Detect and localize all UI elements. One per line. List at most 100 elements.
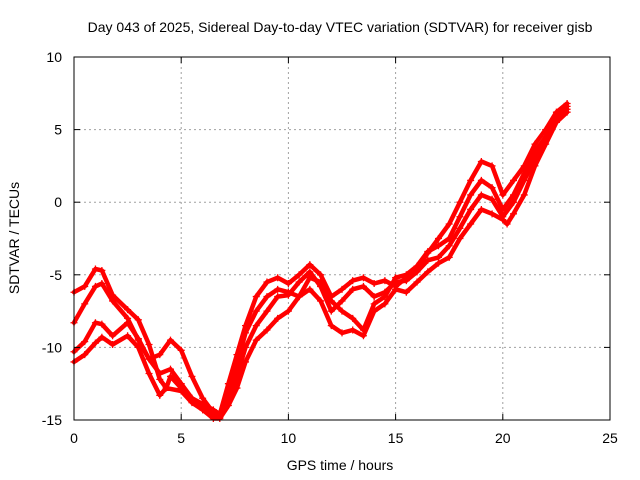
data-point-plus xyxy=(306,268,314,276)
data-point-plus xyxy=(91,319,99,327)
data-point-plus xyxy=(552,118,560,126)
data-point-plus xyxy=(317,297,325,305)
data-point-plus xyxy=(224,401,232,409)
data-point-plus xyxy=(124,319,132,327)
data-point-plus xyxy=(381,277,389,285)
data-point-plus xyxy=(284,280,292,288)
data-point-plus xyxy=(456,235,464,242)
data-point-plus xyxy=(520,191,528,199)
data-point-plus xyxy=(166,372,174,380)
data-point-plus xyxy=(263,293,271,301)
data-marks xyxy=(70,99,571,423)
data-point-plus xyxy=(263,326,271,334)
data-point-plus xyxy=(252,322,260,330)
x-axis-label: GPS time / hours xyxy=(287,457,394,473)
data-point-plus xyxy=(359,274,367,282)
data-point-plus xyxy=(488,210,496,218)
data-point-plus xyxy=(91,265,99,273)
data-point-plus xyxy=(424,256,432,264)
series-track-2 xyxy=(70,102,571,421)
data-point-plus xyxy=(370,307,378,315)
data-point-plus xyxy=(98,333,106,341)
data-point-plus xyxy=(392,285,400,293)
data-point-plus xyxy=(284,307,292,315)
data-point-plus xyxy=(81,338,89,346)
data-point-plus xyxy=(199,406,207,414)
data-point-plus xyxy=(499,216,507,224)
data-point-plus xyxy=(445,242,453,250)
data-point-plus xyxy=(338,329,346,337)
data-point-plus xyxy=(295,278,303,286)
data-point-plus xyxy=(162,384,170,392)
data-point-plus xyxy=(252,307,260,315)
data-point-plus xyxy=(477,205,485,213)
x-tick-label: 5 xyxy=(177,430,185,446)
data-point-plus xyxy=(477,158,485,166)
data-point-plus xyxy=(402,277,410,285)
data-point-plus xyxy=(499,191,507,199)
data-point-plus xyxy=(317,282,325,290)
y-tick-label: -10 xyxy=(42,339,62,355)
data-point-plus xyxy=(242,358,250,366)
data-point-plus xyxy=(284,291,292,299)
data-point-plus xyxy=(370,293,378,301)
data-point-plus xyxy=(233,384,241,392)
data-point-plus xyxy=(98,266,106,274)
data-point-plus xyxy=(445,220,453,228)
data-point-plus xyxy=(295,271,303,279)
data-point-plus xyxy=(216,415,224,423)
data-point-plus xyxy=(145,340,153,348)
plot-border xyxy=(73,56,611,421)
data-point-plus xyxy=(563,108,571,116)
y-tick-label: 0 xyxy=(54,194,62,210)
data-point-plus xyxy=(81,351,89,359)
data-point-plus xyxy=(177,346,185,354)
data-point-plus xyxy=(467,176,475,184)
data-point-plus xyxy=(274,285,282,293)
data-point-plus xyxy=(510,210,518,218)
data-point-plus xyxy=(156,391,164,399)
data-point-plus xyxy=(424,268,432,276)
data-point-plus xyxy=(381,300,389,308)
data-point-plus xyxy=(263,307,271,315)
data-point-plus xyxy=(338,297,346,305)
data-point-plus xyxy=(327,307,335,315)
data-point-plus xyxy=(434,235,442,242)
x-tick-label: 20 xyxy=(495,430,511,446)
data-point-plus xyxy=(477,191,485,199)
data-point-plus xyxy=(81,282,89,290)
data-point-plus xyxy=(145,370,153,378)
data-point-plus xyxy=(434,259,442,267)
axis-ticks: 0 5 10 15 20 25 10 5 0 -5 -10 -15 xyxy=(42,49,618,446)
data-point-plus xyxy=(456,224,464,232)
data-point-plus xyxy=(349,277,357,285)
data-point-plus xyxy=(295,293,303,301)
data-point-plus xyxy=(188,399,196,407)
data-point-plus xyxy=(306,261,314,269)
data-point-plus xyxy=(177,380,185,388)
data-point-plus xyxy=(338,307,346,315)
data-point-plus xyxy=(402,288,410,296)
data-point-plus xyxy=(166,336,174,344)
data-point-plus xyxy=(327,322,335,330)
data-point-plus xyxy=(252,293,260,301)
data-point-plus xyxy=(124,332,132,340)
data-point-plus xyxy=(199,394,207,402)
data-point-plus xyxy=(381,288,389,296)
data-point-plus xyxy=(510,198,518,206)
data-point-plus xyxy=(109,332,117,340)
x-tick-label: 25 xyxy=(602,430,618,446)
y-tick-label: 10 xyxy=(46,49,62,65)
data-point-plus xyxy=(349,314,357,322)
data-point-plus xyxy=(81,300,89,308)
data-point-plus xyxy=(177,387,185,395)
data-point-plus xyxy=(98,280,106,288)
data-point-plus xyxy=(477,176,485,184)
y-tick-label: 5 xyxy=(54,122,62,138)
data-point-plus xyxy=(252,336,260,344)
series-track-4 xyxy=(70,108,571,423)
data-point-plus xyxy=(156,370,164,378)
data-point-plus xyxy=(488,195,496,203)
data-point-plus xyxy=(520,176,528,184)
